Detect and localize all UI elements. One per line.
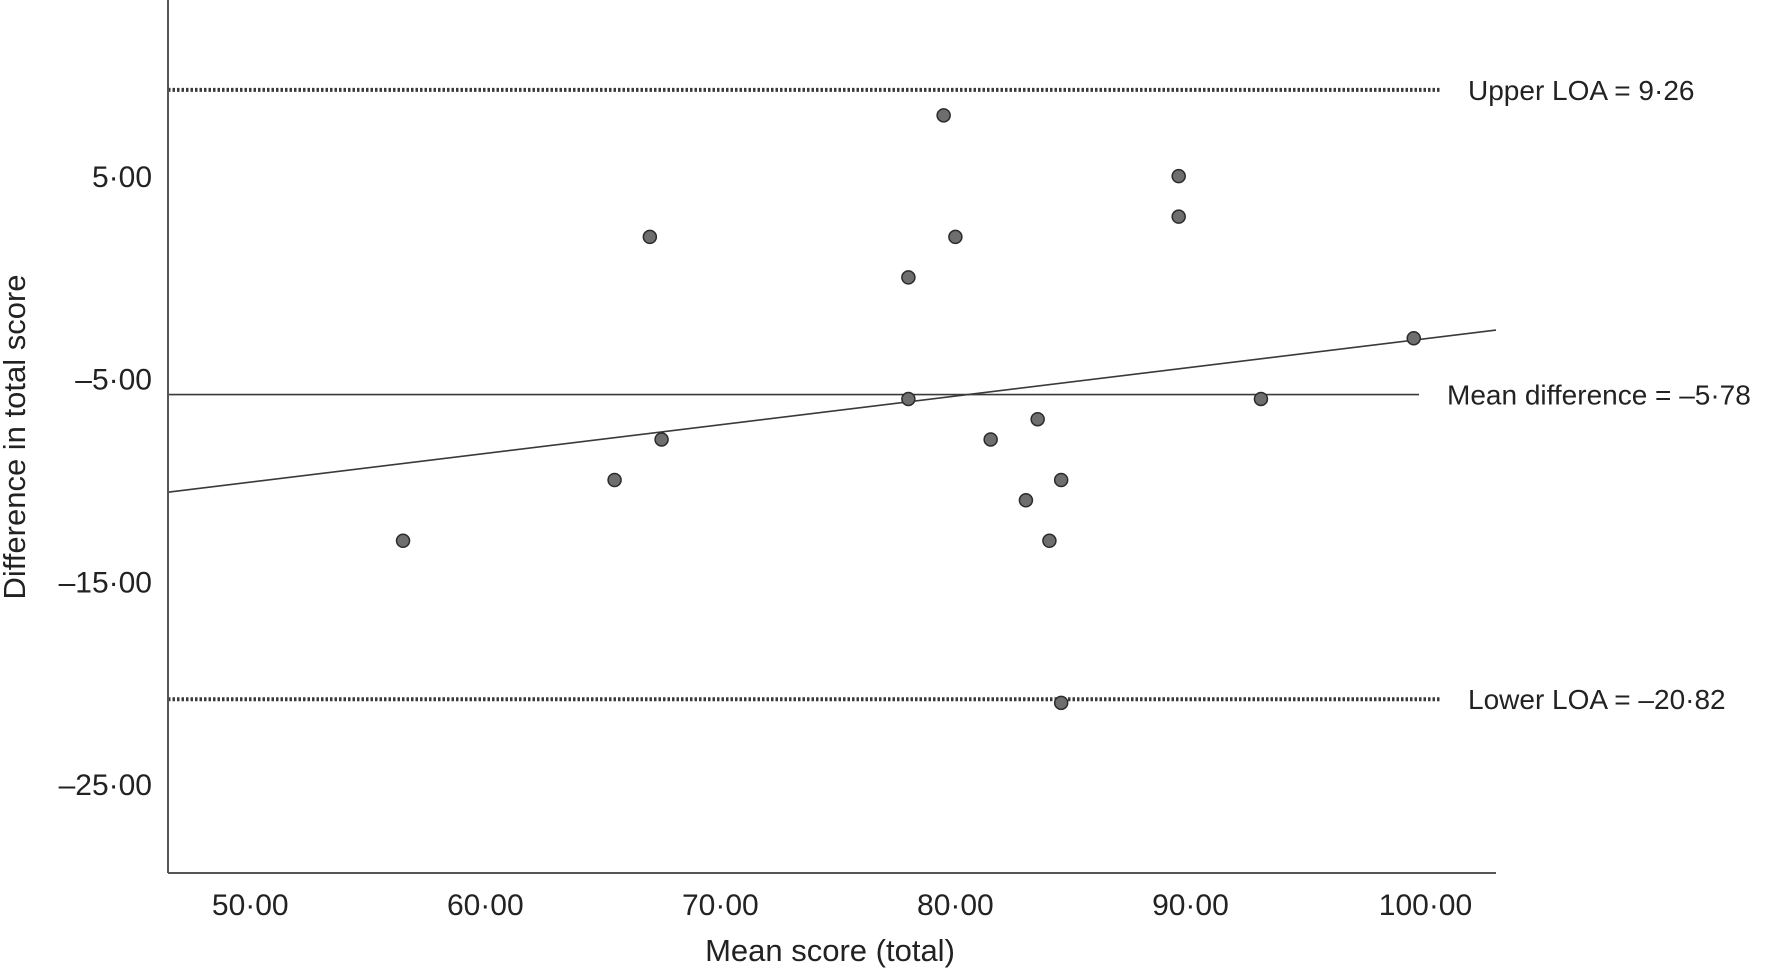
data-point (1406, 330, 1421, 346)
y-tick-label: –5·00 (75, 364, 152, 397)
x-tick-label: 50·00 (212, 889, 289, 922)
x-tick-label: 70·00 (682, 889, 759, 922)
data-point (901, 391, 916, 407)
reference-lines (168, 87, 1440, 702)
data-point (1171, 209, 1186, 224)
data-point (1030, 411, 1045, 427)
x-tick-label: 100·00 (1379, 889, 1472, 922)
lower-loa-label: Lower LOA = –20·82 (1468, 684, 1726, 715)
data-point (1171, 168, 1186, 184)
mean-difference-label: Mean difference = –5·78 (1447, 380, 1751, 411)
y-tick-label: –15·00 (59, 566, 152, 599)
data-point (1042, 533, 1057, 549)
upper-loa-label: Upper LOA = 9·26 (1468, 75, 1694, 106)
reference-line-labels: Upper LOA = 9·26 Mean difference = –5·78 L… (1447, 75, 1751, 715)
data-point (607, 472, 622, 488)
data-point (983, 432, 998, 447)
x-tick-label: 60·00 (447, 889, 524, 922)
data-point (1053, 472, 1069, 488)
data-point (654, 432, 669, 447)
data-point (642, 229, 658, 245)
regression-line (167, 329, 1497, 493)
x-tick-label: 90·00 (1152, 889, 1229, 922)
y-tick-label: 5·00 (92, 161, 152, 194)
data-point (901, 270, 916, 285)
x-tick-label: 80·00 (917, 889, 994, 922)
y-axis-title: Difference in total score (0, 274, 32, 599)
x-axis-title: Mean score (total) (705, 933, 955, 968)
data-point (395, 533, 411, 549)
data-point (1018, 493, 1034, 508)
data-point (1253, 391, 1269, 407)
y-tick-labels: 5·00 –5·00 –15·00 –25·00 (59, 161, 152, 802)
data-point (948, 229, 963, 245)
data-point (1053, 695, 1069, 711)
data-points (395, 108, 1421, 711)
x-tick-labels: 50·00 60·00 70·00 80·00 90·00 100·00 (212, 889, 1472, 922)
data-point (936, 108, 951, 123)
y-tick-label: –25·00 (59, 769, 152, 802)
